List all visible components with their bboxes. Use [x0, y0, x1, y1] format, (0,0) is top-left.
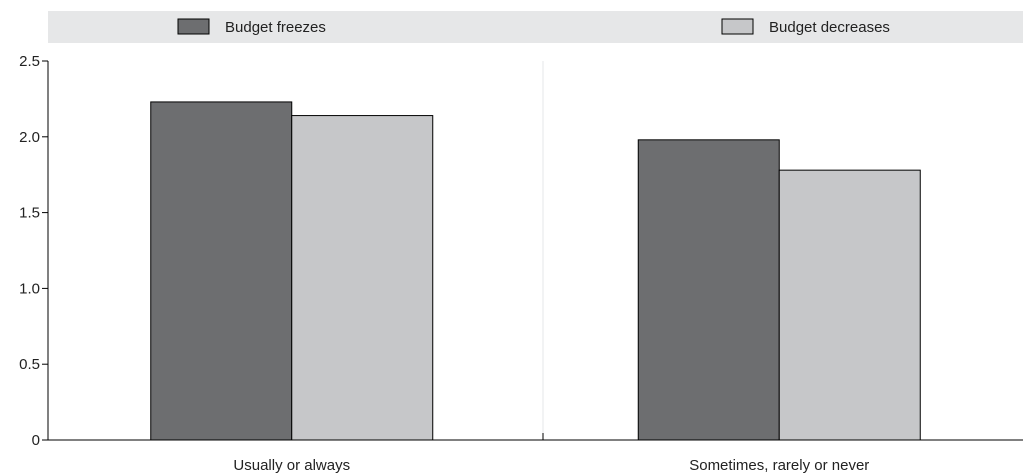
- legend-swatch-budget-decreases: [721, 18, 754, 35]
- y-tick-label: 1.0: [19, 280, 40, 297]
- y-tick-label: 2.0: [19, 129, 40, 146]
- y-tick-label: 0: [32, 432, 40, 449]
- y-tick-label: 2.5: [19, 53, 40, 70]
- y-tick-label: 0.5: [19, 356, 40, 373]
- x-tick-label: Usually or always: [233, 457, 350, 474]
- x-axis-labels: Usually or always Sometimes, rarely or ne…: [233, 457, 869, 474]
- legend-item-budget-decreases: Budget decreases: [721, 18, 890, 36]
- legend-label-budget-decreases: Budget decreases: [769, 19, 890, 36]
- y-tick-label: 1.5: [19, 205, 40, 222]
- bar-budget-freezes-0: [150, 101, 293, 441]
- bar-budget-decreases-0: [291, 115, 434, 441]
- legend-label-budget-freezes: Budget freezes: [225, 19, 326, 36]
- legend-band: [48, 11, 1023, 43]
- x-tick-label: Sometimes, rarely or never: [689, 457, 869, 474]
- y-axis-ticks: 0 0.5 1.0 1.5 2.0 2.5: [19, 53, 48, 449]
- bar-budget-freezes-1: [637, 139, 780, 441]
- bars: [150, 101, 921, 441]
- legend: Budget freezes Budget decreases: [177, 18, 890, 36]
- bar-budget-decreases-1: [778, 169, 921, 441]
- legend-item-budget-freezes: Budget freezes: [177, 18, 326, 36]
- legend-swatch-budget-freezes: [177, 18, 210, 35]
